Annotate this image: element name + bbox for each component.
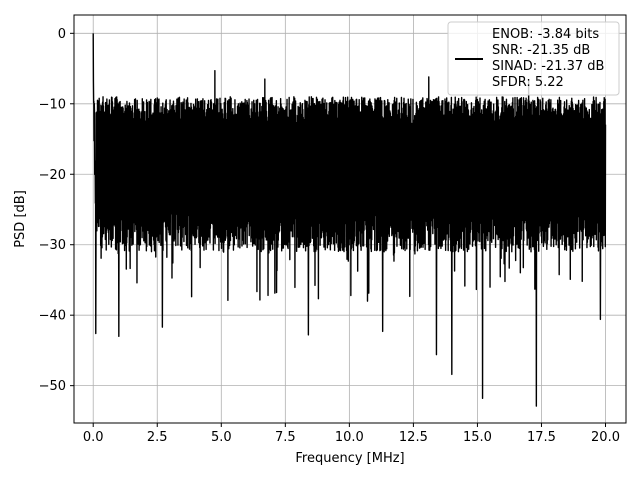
y-axis-ticks: 0 −10 −20 −30 −40 −50 [39,27,74,394]
x-tick-label: 2.5 [147,430,168,445]
x-tick-label: 20.0 [591,430,620,445]
legend-label-line: ENOB: -3.84 bits [492,27,599,42]
legend: ENOB: -3.84 bits SNR: -21.35 dB SINAD: -21… [447,21,620,96]
y-tick-label: −50 [39,379,66,394]
x-tick-label: 10.0 [335,430,364,445]
legend-label-line: SNR: -21.35 dB [492,43,590,58]
legend-label: ENOB: -3.84 bits SNR: -21.35 dB SINAD: -21… [492,27,604,90]
legend-label-line: SFDR: 5.22 [492,75,564,90]
y-tick-label: −30 [39,238,66,253]
x-tick-label: 12.5 [399,430,428,445]
legend-box [447,21,620,96]
legend-label-line: SINAD: -21.37 dB [492,59,604,74]
y-tick-label: −10 [39,97,66,112]
y-tick-label: −20 [39,168,66,183]
psd-trace [92,33,607,407]
x-tick-label: 7.5 [275,430,296,445]
x-tick-label: 0.0 [83,430,104,445]
y-tick-label: 0 [58,27,66,42]
x-tick-label: 17.5 [527,430,556,445]
y-tick-label: −40 [39,309,66,324]
x-axis-label: Frequency [MHz] [295,451,404,466]
x-axis-ticks: 0.0 2.5 5.0 7.5 10.0 12.5 15.0 17.5 20.0 [83,423,620,445]
y-axis-label: PSD [dB] [13,190,28,248]
x-tick-label: 5.0 [211,430,232,445]
plot-frame [73,14,627,424]
psd-series-line [92,33,607,407]
x-tick-label: 15.0 [463,430,492,445]
